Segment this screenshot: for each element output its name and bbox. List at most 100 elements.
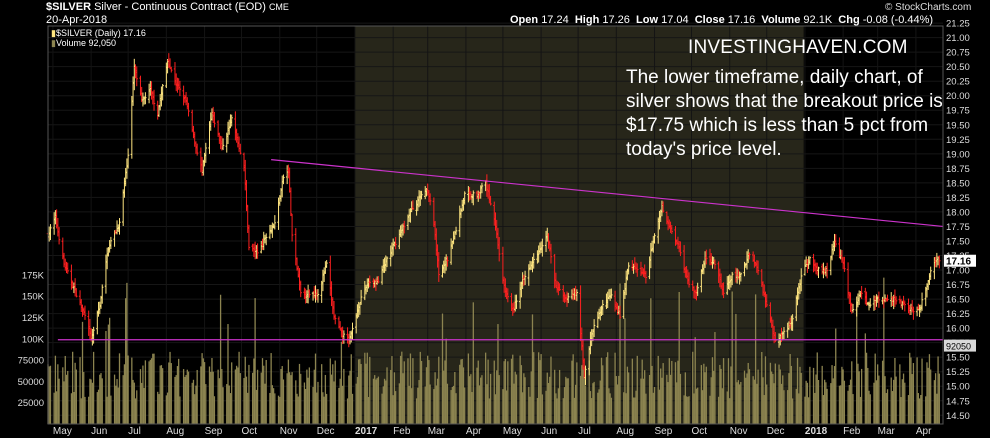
copyright-notice: © StockCharts.com (885, 2, 972, 13)
date-tick-label: Dec (317, 426, 335, 437)
chart-date: 20-Apr-2018 (46, 14, 108, 26)
date-tick-label: May (53, 426, 72, 437)
date-tick-label: Aug (616, 426, 634, 437)
date-tick-label: Oct (692, 426, 708, 437)
price-legend-text: $SILVER (Daily) 17.16 (55, 28, 146, 38)
price-bars (46, 53, 941, 386)
exchange-label: CME (268, 2, 289, 12)
high-value: 17.26 (602, 14, 630, 26)
date-tick-label: Oct (242, 426, 258, 437)
price-tick-label: 18.75 (946, 164, 970, 175)
last-volume-value: 92050 (946, 342, 971, 352)
change-value: -0.08 (-0.44%) (862, 14, 934, 26)
close-label: Close (694, 14, 725, 26)
price-tick-label: 17.00 (946, 266, 970, 277)
volume-axis: 175K 150K 125K 100K 75000 50000 25000 (18, 270, 45, 409)
instrument-description: Silver - Continuous Contract (EOD) (94, 1, 266, 13)
plot-frame (47, 25, 944, 425)
date-tick-label: 2018 (805, 426, 828, 437)
volume-bars (47, 277, 940, 424)
ohlc-summary: Open 17.24 High 17.26 Low 17.04 Close 17… (510, 14, 933, 27)
volume-tick-label: 50000 (18, 377, 44, 388)
date-tick-label: Apr (916, 426, 932, 437)
date-tick-label: Mar (878, 426, 896, 437)
price-tick-label: 14.50 (946, 411, 970, 422)
chart-title: $SILVER Silver - Continuous Contract (EO… (46, 1, 289, 14)
last-price-badge (944, 254, 976, 267)
date-tick-label: Jun (91, 426, 107, 437)
price-tick-label: 20.75 (946, 48, 970, 59)
date-tick-label: Dec (767, 426, 785, 437)
open-label: Open (510, 14, 539, 26)
site-watermark: INVESTINGHAVEN.COM (688, 37, 908, 58)
last-price-value: 17.16 (946, 257, 971, 268)
price-tick-label: 16.00 (946, 324, 970, 335)
volume-tick-label: 125K (22, 313, 45, 324)
date-tick-label: Sep (205, 426, 223, 437)
open-value: 17.24 (541, 14, 569, 26)
price-tick-label: 18.50 (946, 178, 970, 189)
date-tick-label: Apr (466, 426, 482, 437)
price-tick-label: 17.50 (946, 236, 970, 247)
date-tick-label: Mar (428, 426, 446, 437)
price-tick-label: 16.50 (946, 295, 970, 306)
price-axis: 21.25 21.00 20.75 20.50 20.25 20.00 19.75 19.50… (946, 19, 970, 422)
date-tick-label: Jul (578, 426, 591, 437)
volume-tick-label: 25000 (18, 398, 44, 409)
price-tick-label: 14.75 (946, 396, 970, 407)
date-tick-label: May (503, 426, 522, 437)
trendlines (57, 159, 944, 341)
price-tick-label: 19.25 (946, 135, 970, 146)
date-tick-label: Nov (730, 426, 748, 437)
trendline (271, 159, 944, 228)
price-tick-label: 15.00 (946, 382, 970, 393)
price-legend: ▮$SILVER (Daily) 17.16 (51, 28, 146, 38)
date-tick-label: Nov (280, 426, 298, 437)
date-tick-label: Sep (655, 426, 673, 437)
high-label: High (574, 14, 600, 26)
price-tick-label: 20.00 (946, 91, 970, 102)
volume-legend-text: Volume 92,050 (55, 38, 116, 48)
last-volume-badge (944, 339, 976, 352)
price-tick-label: 18.00 (946, 207, 970, 218)
volume-legend-icon: ▮ (51, 38, 56, 48)
volume-tick-label: 100K (22, 334, 45, 345)
low-label: Low (636, 14, 659, 26)
date-tick-label: Feb (843, 426, 861, 437)
volume-legend: ▮Volume 92,050 (51, 38, 116, 48)
chart-annotation: The lower timeframe, daily chart, of sil… (626, 67, 943, 160)
price-tick-label: 18.25 (946, 193, 970, 204)
price-tick-label: 16.25 (946, 309, 970, 320)
date-tick-label: Aug (166, 426, 184, 437)
price-tick-label: 15.50 (946, 353, 970, 364)
price-tick-label: 21.00 (946, 33, 970, 44)
gridlines (48, 22, 943, 424)
price-tick-label: 17.75 (946, 222, 970, 233)
date-tick-label: Feb (393, 426, 411, 437)
price-tick-label: 16.75 (946, 280, 970, 291)
date-tick-label: Jun (541, 426, 557, 437)
volume-tick-label: 75000 (18, 356, 44, 367)
volume-value: 92.1K (803, 14, 833, 26)
volume-label: Volume (761, 14, 801, 26)
date-axis: May Jun Jul Aug Sep Oct Nov Dec 2017 Feb Mar Apr May… (53, 426, 932, 437)
last-value-badges: 17.16 92050 (944, 254, 976, 352)
date-tick-label: 2017 (355, 426, 378, 437)
price-tick-label: 19.00 (946, 149, 970, 160)
ticker-symbol: $SILVER (46, 1, 92, 13)
price-tick-label: 20.25 (946, 77, 970, 88)
date-tick-label: Jul (128, 426, 141, 437)
price-tick-label: 21.25 (946, 19, 970, 30)
volume-tick-label: 175K (22, 270, 45, 281)
close-value: 17.16 (727, 14, 756, 26)
change-label: Chg (838, 14, 860, 26)
price-tick-label: 19.75 (946, 106, 970, 117)
low-value: 17.04 (661, 14, 689, 26)
price-tick-label: 19.50 (946, 120, 970, 131)
volume-tick-label: 150K (22, 292, 45, 303)
price-tick-label: 15.25 (946, 367, 970, 378)
price-legend-icon: ▮ (51, 28, 56, 38)
price-tick-label: 20.50 (946, 62, 970, 73)
